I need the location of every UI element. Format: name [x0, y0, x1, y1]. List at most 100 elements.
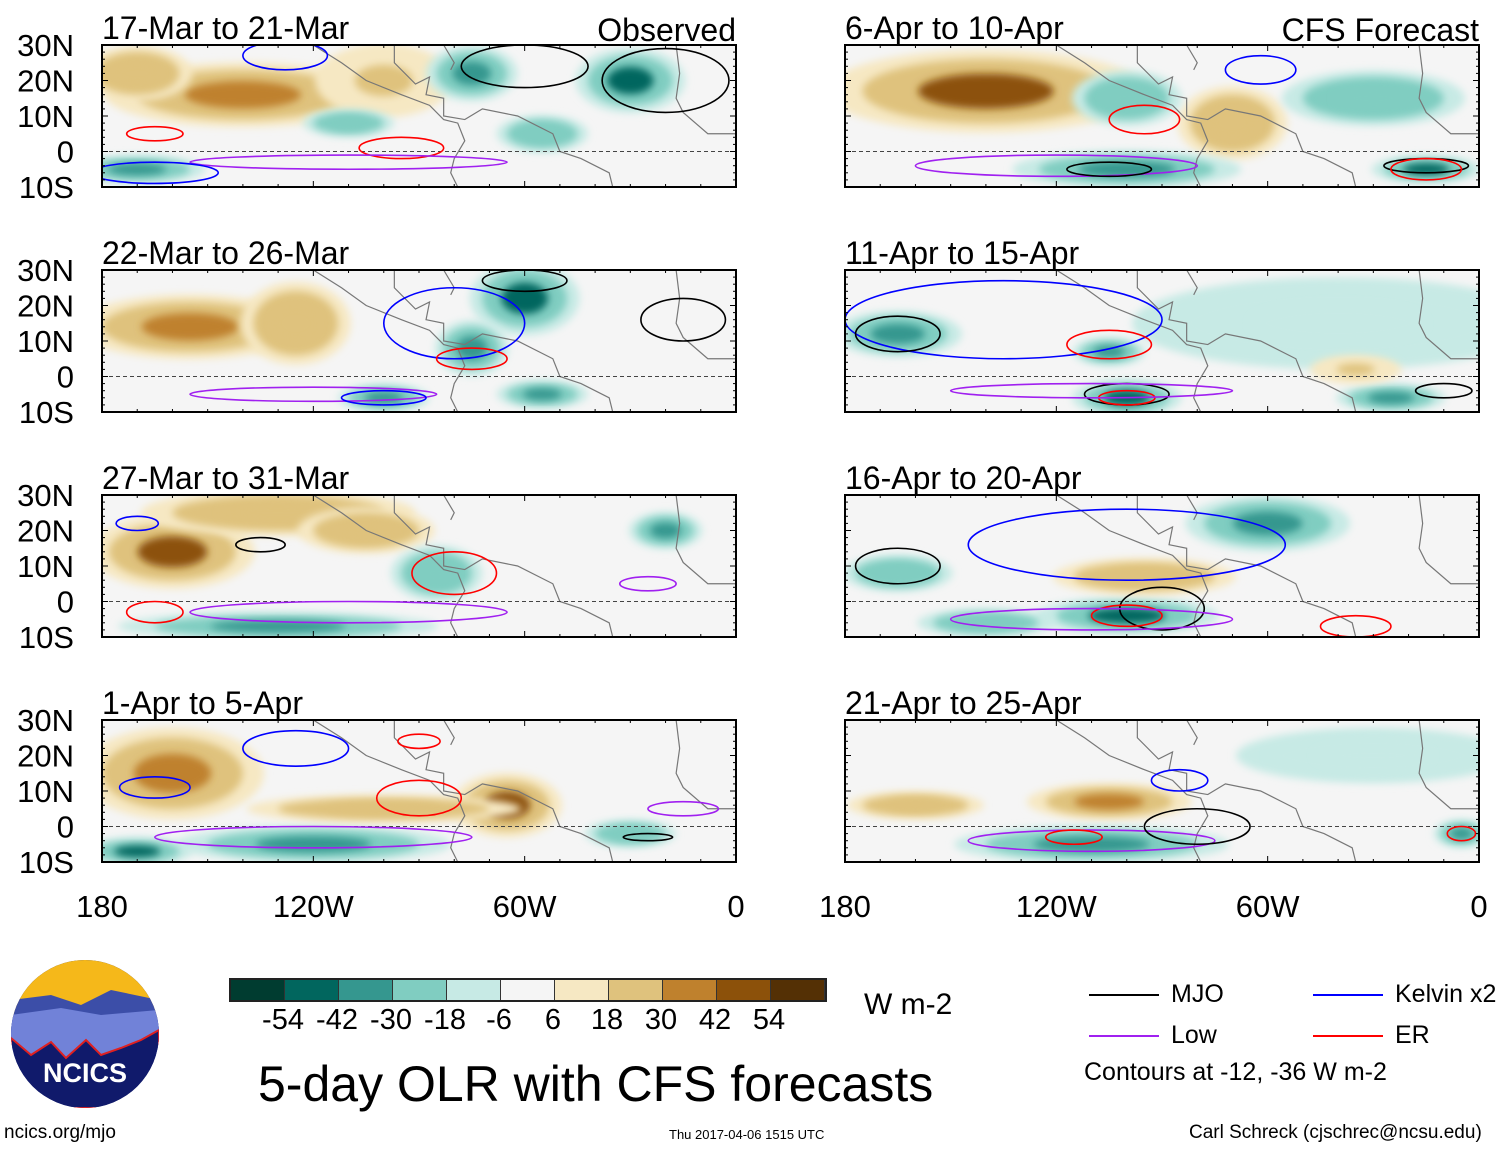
map-panel: 6-Apr to 10-Apr CFS Forecast — [844, 10, 1480, 188]
coastline — [1056, 45, 1209, 187]
lat-tick-label: 10N — [17, 324, 74, 359]
olr-anomaly-core — [1088, 607, 1166, 624]
colorbar-tick-label: -30 — [370, 1004, 412, 1036]
low-contour — [189, 386, 438, 403]
colorbar-swatch — [285, 980, 339, 1000]
olr-anomaly-core — [184, 81, 302, 109]
coastline — [393, 270, 614, 412]
legend-line-icon — [1313, 1034, 1383, 1037]
coastline — [1136, 720, 1357, 862]
legend-item-kelvin: Kelvin x2 — [1313, 980, 1496, 1009]
coastline — [1136, 45, 1357, 187]
olr-anomaly-core — [255, 836, 372, 853]
lon-tick-label: 180 — [819, 889, 871, 924]
anomaly-layer — [102, 270, 736, 412]
coastline — [675, 45, 736, 135]
logo-text: NCICS — [43, 1058, 127, 1088]
er-contour — [125, 125, 184, 142]
legend-line-icon — [1313, 993, 1383, 996]
olr-anomaly-core — [1449, 827, 1474, 840]
panel-title: 22-Mar to 26-Mar — [102, 235, 350, 271]
low-contour — [154, 825, 473, 849]
colorbar-swatch — [663, 980, 717, 1000]
lat-tick-label: 10N — [17, 549, 74, 584]
lat-tick-label: 10S — [19, 170, 74, 205]
coastline — [1136, 270, 1357, 412]
figure-title: 5-day OLR with CFS forecasts — [258, 1056, 934, 1112]
anomaly-layer — [845, 720, 1479, 862]
coastline — [393, 720, 614, 862]
coastline — [1186, 720, 1198, 746]
colorbar-swatch — [771, 980, 825, 1000]
legend-label: Kelvin x2 — [1395, 980, 1497, 1008]
olr-anomaly-core — [874, 565, 922, 581]
credit: Carl Schreck (cjschrec@ncsu.edu) — [1189, 1122, 1482, 1143]
olr-anomaly-core — [522, 388, 562, 401]
olr-anomaly-core — [886, 799, 945, 812]
coastline — [675, 270, 736, 360]
colorbar-tick-label: 54 — [752, 1004, 786, 1036]
colorbar-swatch — [555, 980, 609, 1000]
coastline — [443, 720, 455, 746]
legend-item-low: Low — [1089, 1021, 1217, 1050]
colorbar-tick-label: -54 — [262, 1004, 304, 1036]
olr-anomaly-core — [1209, 107, 1256, 139]
coastline — [1056, 495, 1209, 637]
olr-anomaly-core — [137, 536, 208, 568]
lat-tick-label: 30N — [17, 703, 74, 738]
er-contour — [125, 600, 184, 624]
er-contour — [1446, 825, 1477, 842]
map-panel: 16-Apr to 20-Apr — [844, 460, 1480, 638]
kelvin-contour — [115, 515, 160, 532]
er-contour — [375, 779, 463, 817]
mjo-contour — [854, 547, 941, 585]
anomaly-layer — [102, 720, 736, 862]
lat-tick-label: 0 — [57, 360, 74, 395]
kelvin-contour — [102, 161, 220, 185]
mjo-contour — [1143, 807, 1251, 846]
olr-anomaly-core — [1250, 303, 1426, 343]
colorbar-tick-label: 42 — [698, 1004, 732, 1036]
panel-title: 21-Apr to 25-Apr — [845, 685, 1082, 721]
olr-anomaly-core — [1367, 391, 1415, 404]
lon-tick-label: 60W — [1236, 889, 1300, 924]
olr-anomaly-core — [1105, 568, 1184, 585]
lat-tick-label: 20N — [17, 514, 74, 549]
lon-tick-label: 0 — [1470, 889, 1487, 924]
lat-tick-label: 30N — [17, 478, 74, 513]
colorbar-swatch — [339, 980, 393, 1000]
lat-tick-label: 0 — [57, 135, 74, 170]
mjo-contour — [235, 536, 286, 553]
coastline — [393, 45, 614, 187]
mjo-contour — [622, 832, 674, 842]
logo-mountains-icon: NCICS — [11, 960, 159, 1108]
low-contour — [967, 829, 1216, 853]
colorbar-swatch — [609, 980, 663, 1000]
olr-anomaly-core — [501, 282, 548, 315]
units-label: W m-2 — [864, 988, 953, 1021]
timestamp: Thu 2017-04-06 1515 UTC — [669, 1127, 825, 1142]
olr-anomaly-core — [1334, 86, 1413, 110]
coastline — [313, 720, 466, 862]
kelvin-contour — [845, 279, 1163, 360]
olr-anomaly-core — [610, 827, 650, 840]
coastline — [1186, 270, 1198, 296]
site-link[interactable]: ncics.org/mjo — [4, 1122, 116, 1143]
kelvin-contour — [242, 45, 329, 71]
olr-anomaly-core — [607, 66, 654, 95]
legend-label: Low — [1171, 1021, 1217, 1049]
low-contour — [949, 607, 1234, 631]
lon-tick-label: 180 — [76, 889, 128, 924]
er-contour — [358, 136, 445, 160]
olr-anomaly-core — [650, 522, 682, 539]
olr-anomaly-core — [210, 620, 346, 633]
olr-anomaly-core — [452, 61, 492, 86]
legend-label: ER — [1395, 1021, 1430, 1049]
kelvin-contour — [242, 729, 350, 767]
lat-tick-label: 20N — [17, 739, 74, 774]
olr-anomaly-core — [1315, 743, 1432, 768]
anomaly-layer — [102, 45, 736, 187]
panel-title: 6-Apr to 10-Apr — [845, 10, 1064, 46]
